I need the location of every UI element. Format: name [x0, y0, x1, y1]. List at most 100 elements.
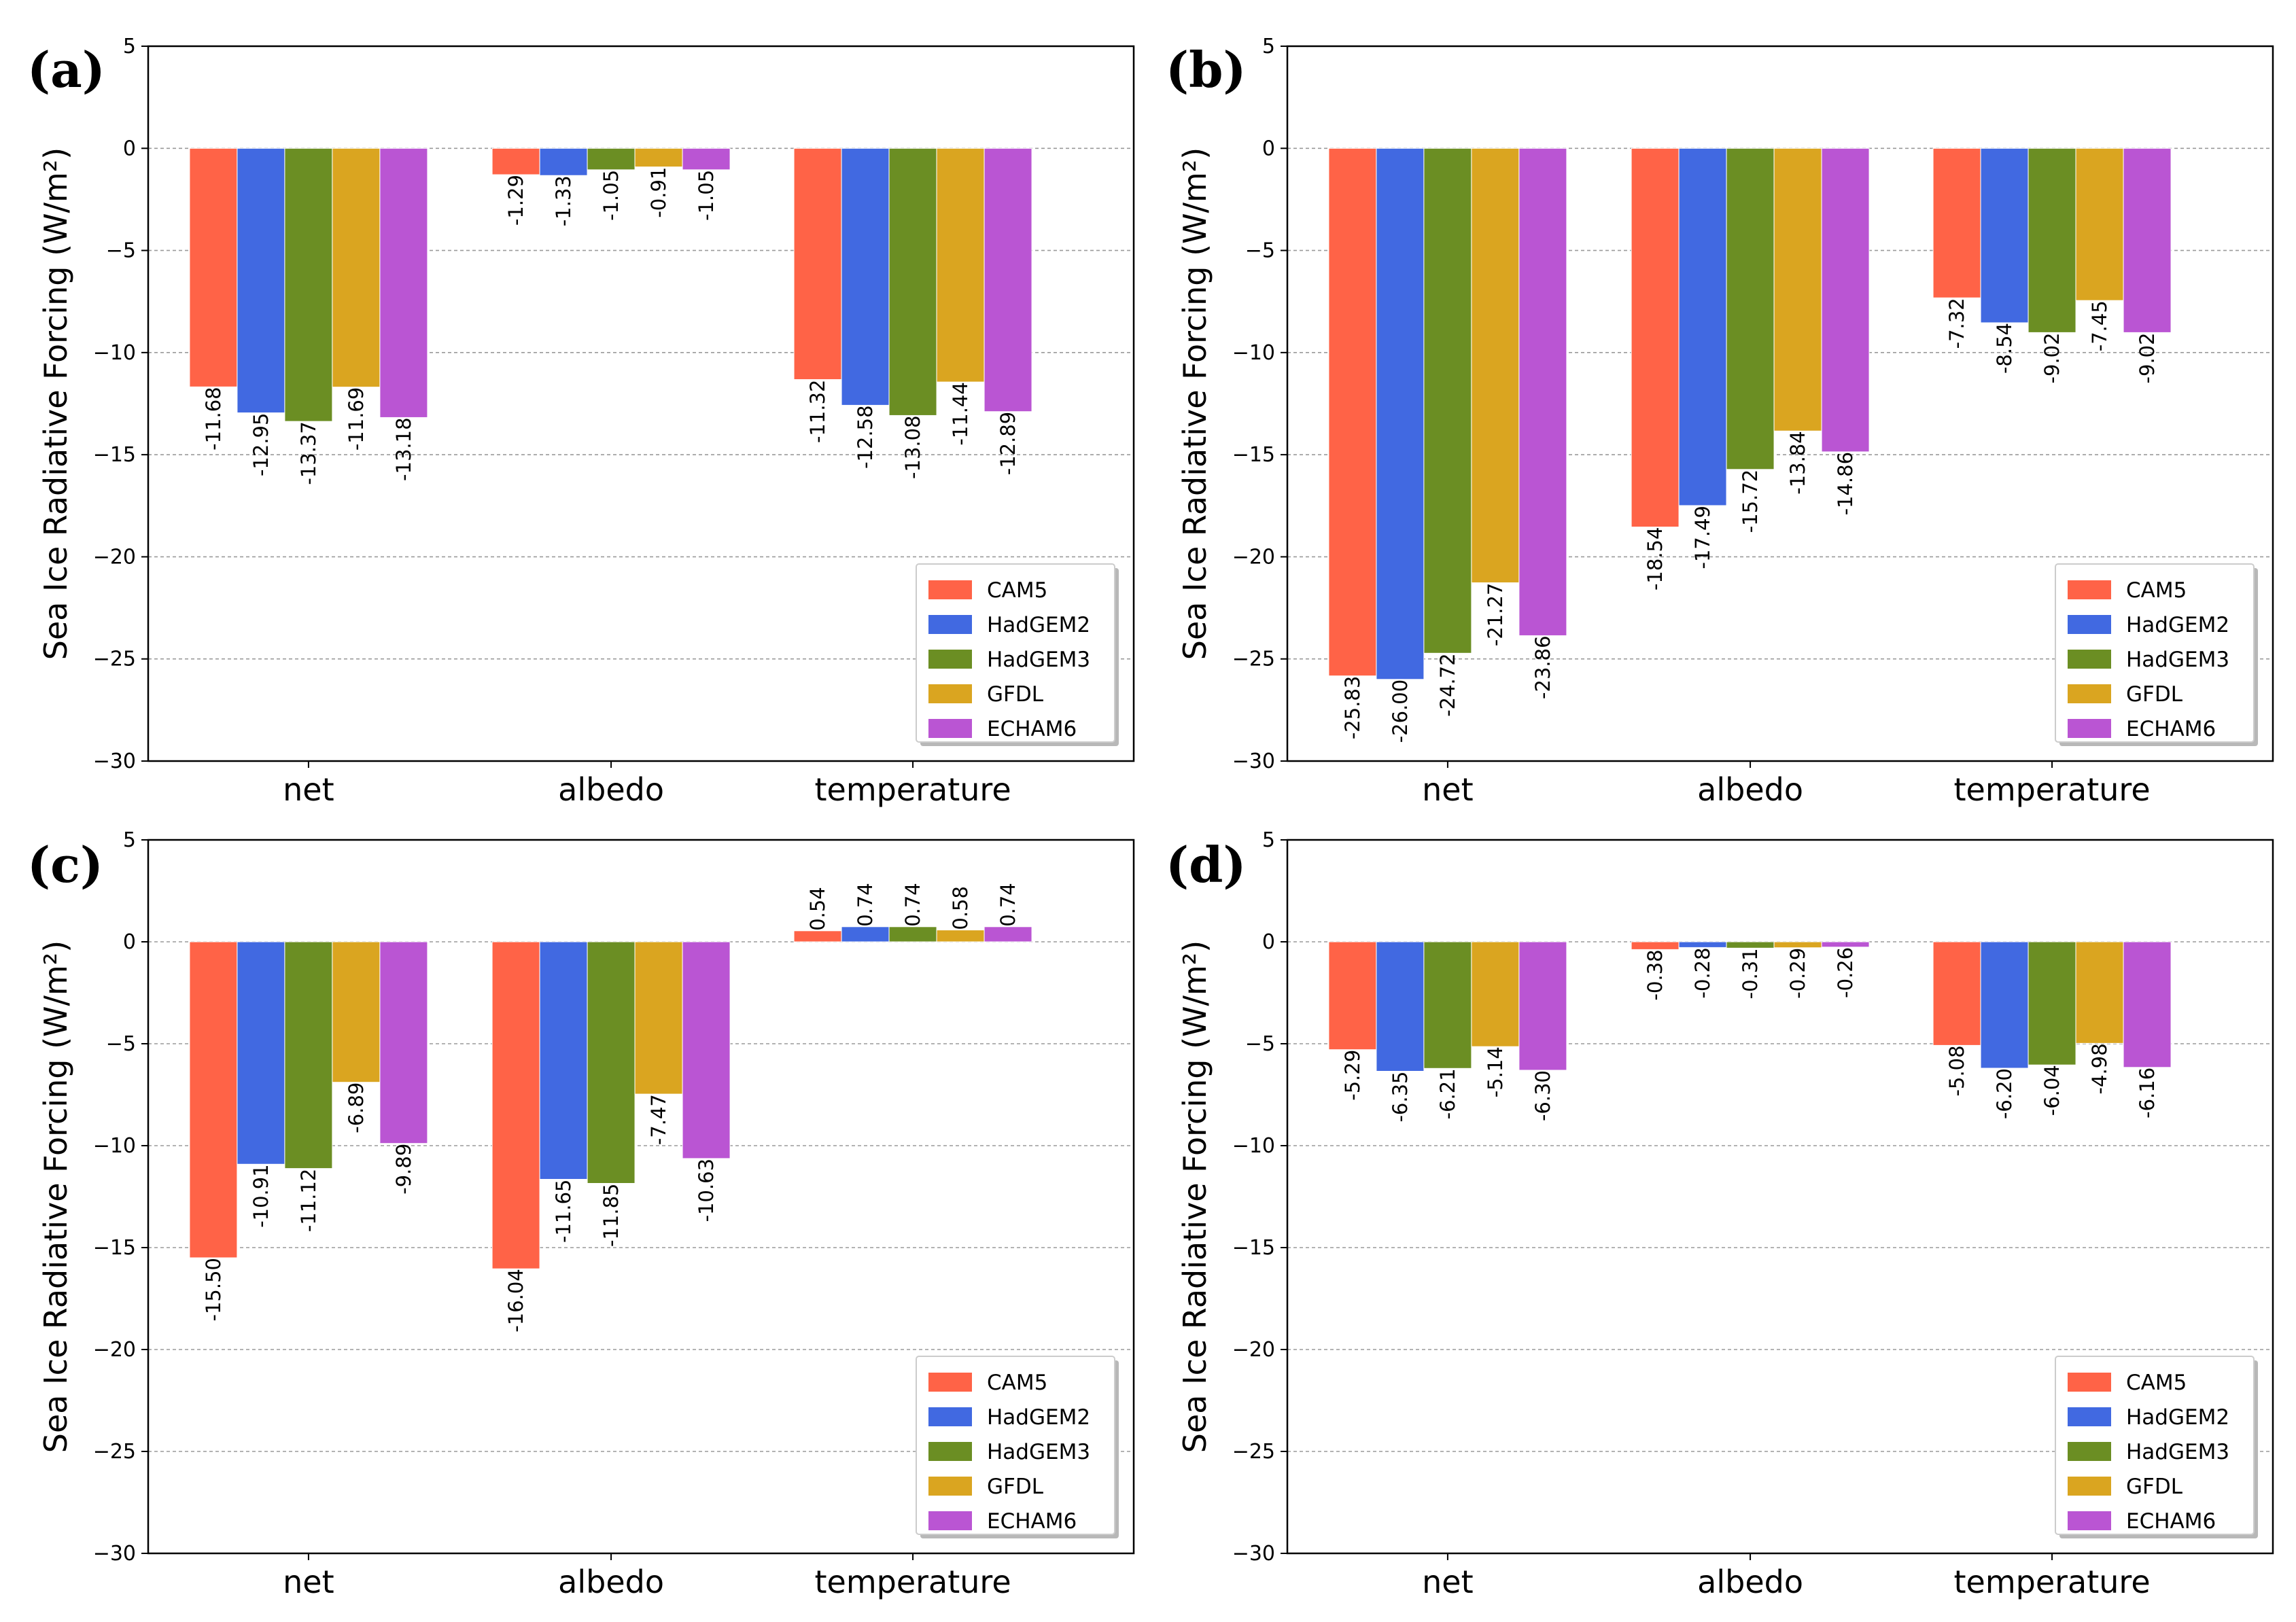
- data-label: -5.08: [1945, 1045, 1968, 1096]
- bar-hadgem2-temperature: [841, 147, 890, 406]
- y-axis: 5 0 −5 −10 −15 −20 −25 −30: [1232, 35, 1287, 773]
- data-label: -26.00: [1389, 680, 1412, 743]
- legend-swatch-gfdl: [928, 684, 972, 703]
- x-tick-label: temperature: [1953, 771, 2150, 808]
- bar-cam5-temperature: [1932, 941, 1981, 1046]
- data-label: -11.85: [599, 1184, 623, 1248]
- bar-group-albedo: -1.29 -1.33 -1.05 -0.91 -1.05: [491, 147, 731, 226]
- y-tick-label: 5: [1262, 828, 1275, 852]
- data-label: -0.38: [1643, 949, 1667, 1000]
- legend-label: GFDL: [2126, 1475, 2183, 1499]
- bar-cam5-net: [1328, 941, 1377, 1051]
- data-label: -11.44: [949, 382, 972, 446]
- y-tick-label: 0: [1262, 137, 1275, 160]
- bar-cam5-albedo: [1631, 941, 1680, 950]
- data-label: -13.08: [901, 415, 924, 479]
- data-label: 0.74: [901, 883, 924, 927]
- data-label: -13.18: [392, 417, 415, 481]
- legend-swatch-echam6: [2068, 719, 2111, 738]
- x-tick-label: temperature: [814, 1564, 1011, 1600]
- legend-swatch-hadgem3: [2068, 650, 2111, 669]
- y-axis-title: Sea Ice Radiative Forcing (W/m²): [1177, 147, 1213, 660]
- y-tick-label: 5: [123, 35, 136, 58]
- bar-gfdl-albedo: [1773, 147, 1822, 431]
- y-tick-label: −20: [1232, 545, 1275, 569]
- y-tick-label: −10: [93, 1134, 136, 1158]
- data-label: -15.50: [202, 1258, 225, 1322]
- bar-group-albedo: -16.04 -11.65 -11.85 -7.47 -10.63: [491, 941, 731, 1333]
- legend-label: GFDL: [2126, 682, 2183, 707]
- legend-swatch-hadgem3: [928, 1442, 972, 1461]
- bar-hadgem3-albedo: [587, 147, 636, 171]
- y-tick-label: −10: [1232, 1134, 1275, 1158]
- bar-hadgem3-net: [284, 941, 333, 1169]
- y-axis: 5 0 −5 −10 −15 −20 −25 −30: [93, 35, 148, 773]
- bar-cam5-net: [189, 941, 238, 1258]
- data-label: -8.54: [1993, 323, 2016, 374]
- data-label: 0.54: [806, 887, 829, 931]
- data-label: -1.05: [695, 170, 718, 221]
- data-label: -0.91: [647, 167, 670, 218]
- x-tick-label: net: [1422, 1564, 1474, 1600]
- legend: CAM5 HadGEM2 HadGEM3 GFDL ECHAM6: [2055, 1356, 2258, 1538]
- x-tick-label: net: [283, 771, 334, 808]
- legend-swatch-gfdl: [2068, 684, 2111, 703]
- legend-swatch-gfdl: [2068, 1477, 2111, 1496]
- panel-label: (b): [1166, 41, 1246, 99]
- bar-group-net: -25.83 -26.00 -24.72 -21.27 -23.86: [1328, 147, 1567, 743]
- legend-label: ECHAM6: [987, 1509, 1077, 1534]
- x-tick-label: albedo: [1697, 1564, 1803, 1600]
- y-axis: 5 0 −5 −10 −15 −20 −25 −30: [1232, 828, 1287, 1566]
- data-label: 0.74: [854, 883, 877, 927]
- data-label: -18.54: [1643, 527, 1667, 591]
- data-label: -15.72: [1739, 470, 1762, 533]
- bar-hadgem3-temperature: [2028, 147, 2076, 333]
- y-tick-label: −20: [93, 545, 136, 569]
- y-tick-label: −15: [1232, 443, 1275, 467]
- bar-hadgem3-temperature: [888, 147, 937, 416]
- legend-label: CAM5: [2126, 578, 2187, 603]
- panel-d: (d) 5 0 −5 −10 −15 −20 −25 −30 Sea Ice Radiative …: [1166, 828, 2274, 1600]
- bar-gfdl-temperature: [936, 147, 985, 383]
- y-tick-label: −30: [1232, 1542, 1275, 1566]
- data-label: -6.21: [1436, 1068, 1459, 1119]
- bar-cam5-temperature: [793, 147, 842, 381]
- bar-echam6-albedo: [1821, 941, 1870, 948]
- data-label: -7.47: [647, 1094, 670, 1145]
- data-label: -0.31: [1739, 948, 1762, 999]
- data-label: -23.86: [1531, 635, 1554, 699]
- x-tick-label: albedo: [558, 771, 664, 808]
- legend-swatch-cam5: [928, 1373, 972, 1392]
- data-label: -6.89: [345, 1082, 368, 1133]
- bar-echam6-albedo: [682, 941, 731, 1159]
- bar-group-temperature: -5.08 -6.20 -6.04 -4.98 -6.16: [1932, 941, 2172, 1119]
- x-tick-label: net: [1422, 771, 1474, 808]
- bar-hadgem2-net: [237, 147, 285, 414]
- bar-group-temperature: -11.32 -12.58 -13.08 -11.44 -12.89: [793, 147, 1032, 479]
- y-tick-label: −25: [93, 648, 136, 671]
- bar-group-temperature: 0.54 0.74 0.74 0.58 0.74: [793, 883, 1032, 942]
- bar-echam6-net: [379, 941, 428, 1144]
- bar-cam5-net: [1328, 147, 1377, 677]
- y-axis-title: Sea Ice Radiative Forcing (W/m²): [37, 147, 74, 660]
- data-label: -13.84: [1786, 431, 1809, 495]
- legend-label: CAM5: [2126, 1371, 2187, 1395]
- legend-label: HadGEM2: [987, 613, 1090, 637]
- data-label: -9.89: [392, 1144, 415, 1195]
- y-axis: 5 0 −5 −10 −15 −20 −25 −30: [93, 828, 148, 1566]
- legend-label: HadGEM3: [2126, 1440, 2229, 1464]
- bar-group-net: -5.29 -6.35 -6.21 -5.14 -6.30: [1328, 941, 1567, 1123]
- legend-label: ECHAM6: [2126, 1509, 2216, 1534]
- data-label: -16.04: [504, 1269, 527, 1333]
- y-tick-label: 0: [123, 930, 136, 954]
- y-tick-label: −30: [93, 1542, 136, 1566]
- data-label: -6.16: [2136, 1068, 2159, 1118]
- data-label: -6.04: [2040, 1065, 2064, 1116]
- legend-swatch-hadgem2: [928, 1407, 972, 1426]
- legend-label: CAM5: [987, 1371, 1047, 1395]
- bar-hadgem2-albedo: [539, 147, 588, 176]
- x-tick-label: albedo: [1697, 771, 1803, 808]
- y-tick-label: 5: [123, 828, 136, 852]
- panel-label: (d): [1166, 836, 1246, 894]
- data-label: -21.27: [1484, 583, 1507, 647]
